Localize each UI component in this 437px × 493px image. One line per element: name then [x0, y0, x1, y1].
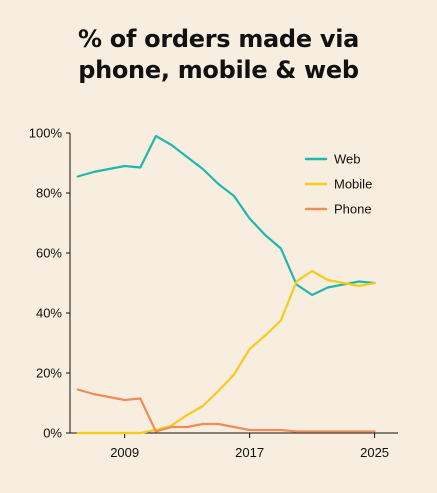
- chart-title: % of orders made via phone, mobile & web: [0, 24, 437, 86]
- legend-label-phone: Phone: [334, 202, 372, 217]
- chart-series: [76, 134, 376, 435]
- y-tick-label: 60%: [36, 246, 62, 261]
- y-tick-label: 100%: [29, 126, 63, 141]
- chart-title-line-2: phone, mobile & web: [78, 56, 359, 84]
- chart-title-line-1: % of orders made via: [77, 25, 360, 53]
- y-tick-label: 40%: [36, 306, 62, 321]
- series-line-web: [76, 134, 376, 297]
- x-tick-label: 2009: [110, 445, 139, 460]
- y-tick-label: 20%: [36, 366, 62, 381]
- y-axis-ticks: 0% 20% 40% 60% 80% 100%: [29, 126, 70, 441]
- x-axis-ticks: 2009 2017 2025: [110, 433, 389, 460]
- series-line-phone: [76, 388, 376, 433]
- y-tick-label: 0%: [43, 426, 62, 441]
- legend-label-web: Web: [334, 152, 361, 167]
- chart-legend: Web Mobile Phone: [304, 152, 372, 217]
- x-tick-label: 2025: [360, 445, 389, 460]
- y-tick-label: 80%: [36, 186, 62, 201]
- series-line-mobile: [76, 269, 376, 435]
- x-tick-label: 2017: [235, 445, 264, 460]
- legend-label-mobile: Mobile: [334, 177, 372, 192]
